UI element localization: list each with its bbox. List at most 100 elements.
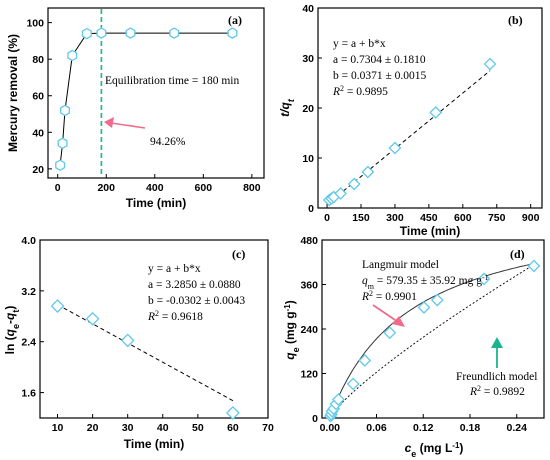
panel-c-ylabel-sub2: t bbox=[11, 310, 21, 313]
panel-b-xtick-label: 0 bbox=[324, 212, 330, 224]
panel-a: (a) Time (min) Mercury removal (%) 0 200 4… bbox=[6, 7, 265, 210]
panel-d: (d) ce (mg L-1) qe (mg g-1) 0.00 0.06 0.12… bbox=[283, 235, 545, 459]
pointer-value-label: 94.26% bbox=[150, 136, 186, 148]
panel-d-xtick-label: 0.24 bbox=[507, 422, 528, 434]
panel-d-ylabel-unit: (mg g bbox=[283, 311, 297, 347]
langmuir-curve bbox=[329, 263, 534, 419]
panel-d-xlabel-sub: e bbox=[411, 449, 416, 459]
panel-d-xlabel-close: ) bbox=[459, 441, 463, 455]
panel-d-ylabel-main: q bbox=[283, 352, 297, 360]
panel-d-xtick-label: 0.12 bbox=[413, 422, 434, 434]
panel-b-equation: y = a + b*x bbox=[333, 38, 386, 50]
panel-c-ytick-label: 1.6 bbox=[21, 388, 36, 400]
panel-b-xlabel: Time (min) bbox=[400, 224, 460, 238]
panel-b-xtick-label: 900 bbox=[522, 212, 540, 224]
panel-b-ytick-label: 40 bbox=[302, 3, 314, 15]
pointer-arrow-head bbox=[104, 117, 114, 128]
panel-a-ylabel: Mercury removal (%) bbox=[6, 34, 20, 152]
langmuir-r2: R2 = 0.9901 bbox=[361, 289, 417, 304]
freundlich-label: Freundlich model bbox=[456, 371, 537, 383]
panel-d-ylabel: qe (mg g-1) bbox=[283, 300, 302, 359]
panel-d-point bbox=[358, 354, 372, 367]
panel-c-xtick-label: 60 bbox=[227, 422, 239, 434]
panel-b-xtick-label: 150 bbox=[352, 212, 370, 224]
panel-c-ylabel-suffix: ) bbox=[3, 306, 17, 310]
panel-b-b-value: b = 0.0371 ± 0.0015 bbox=[333, 70, 427, 82]
freundlich-arrow-head bbox=[491, 337, 503, 348]
panel-d-ytick-label: 0 bbox=[312, 413, 318, 425]
panel-c: (c) Time (min) ln (qe-qt) 10 20 30 40 50 60 70… bbox=[3, 235, 274, 451]
panel-b-ylabel-sub: t bbox=[286, 98, 296, 102]
panel-b-ytick-label: 30 bbox=[302, 53, 314, 65]
panel-b-a-value: a = 0.7304 ± 0.1810 bbox=[333, 54, 426, 66]
panel-d-point bbox=[430, 293, 444, 307]
panel-b-point bbox=[429, 106, 443, 119]
removal-point bbox=[227, 27, 238, 39]
panel-b-label: (b) bbox=[508, 13, 523, 27]
removal-point bbox=[57, 137, 68, 150]
panel-c-fit-line bbox=[57, 304, 234, 402]
panel-c-point bbox=[85, 311, 100, 326]
panel-d-ytick-label: 240 bbox=[300, 324, 318, 336]
panel-b-point bbox=[361, 165, 375, 179]
panel-a-ytick-label: 100 bbox=[26, 18, 44, 30]
panel-b-ylabel-main: t/q bbox=[278, 102, 292, 117]
panel-b-ytick-label: 0 bbox=[308, 203, 314, 215]
panel-a-ytick-label: 60 bbox=[32, 91, 44, 103]
panel-c-xtick-label: 70 bbox=[262, 422, 274, 434]
panel-c-ylabel-mid: - bbox=[3, 320, 17, 324]
panel-d-label: (d) bbox=[510, 247, 525, 261]
panel-d-point bbox=[417, 301, 431, 314]
panel-a-xlabel: Time (min) bbox=[126, 196, 186, 210]
removal-point bbox=[96, 27, 107, 39]
panel-c-ylabel-q1: q bbox=[3, 328, 17, 336]
panel-d-xlabel: ce (mg L-1) bbox=[405, 441, 464, 460]
panel-c-ytick-label: 3.2 bbox=[21, 286, 36, 298]
panel-b-point bbox=[483, 57, 497, 71]
panel-c-ytick-label: 2.4 bbox=[21, 337, 36, 349]
panel-c-b-value: b = -0.0302 ± 0.0043 bbox=[148, 295, 245, 307]
panel-c-point bbox=[120, 333, 135, 348]
panel-c-ylabel: ln (qe-qt) bbox=[3, 306, 21, 355]
panel-a-xtick-label: 800 bbox=[243, 182, 261, 194]
panel-c-frame bbox=[39, 239, 269, 419]
panel-a-xtick-label: 0 bbox=[55, 182, 61, 194]
panel-d-ylabel-sup: -1 bbox=[283, 304, 292, 312]
panel-d-xtick-label: 0.18 bbox=[460, 422, 481, 434]
langmuir-qm-sup: -1 bbox=[482, 273, 489, 282]
removal-point bbox=[169, 27, 180, 39]
panel-d-point bbox=[477, 272, 491, 286]
panel-c-ytick-label: 4.0 bbox=[21, 235, 36, 247]
removal-point bbox=[55, 159, 66, 171]
panel-b-xtick-label: 600 bbox=[454, 212, 472, 224]
panel-c-label: (c) bbox=[232, 247, 245, 261]
panel-c-xtick-label: 30 bbox=[122, 422, 134, 434]
percent-pointer bbox=[104, 117, 146, 129]
panel-a-xtick-label: 400 bbox=[146, 182, 164, 194]
panel-a-xtick-label: 600 bbox=[195, 182, 213, 194]
panel-a-xtick-label: 200 bbox=[97, 182, 115, 194]
panel-d-ytick-label: 360 bbox=[300, 280, 318, 292]
panel-a-ytick-label: 40 bbox=[32, 127, 44, 139]
panel-a-label: (a) bbox=[228, 13, 242, 27]
langmuir-arrow-head bbox=[392, 316, 405, 327]
langmuir-arrow-shaft bbox=[372, 304, 399, 323]
panel-d-point bbox=[346, 377, 360, 391]
panel-d-ytick-label: 480 bbox=[300, 235, 318, 247]
equilibration-label: Equilibration time = 180 min bbox=[105, 75, 239, 87]
panel-c-ylabel-prefix: ln ( bbox=[3, 336, 17, 354]
panel-b-ytick-label: 20 bbox=[302, 103, 314, 115]
panel-c-xtick-label: 50 bbox=[192, 422, 204, 434]
pointer-arrow-shaft bbox=[110, 122, 146, 129]
panel-b-ytick-label: 10 bbox=[302, 153, 314, 165]
panel-b-point bbox=[334, 187, 348, 200]
panel-d-ylabel-close: ) bbox=[283, 300, 297, 304]
panel-a-frame bbox=[47, 7, 265, 179]
removal-point bbox=[125, 27, 136, 39]
panel-b-point bbox=[347, 177, 361, 191]
panel-c-point bbox=[225, 405, 240, 420]
panel-c-xtick-label: 40 bbox=[157, 422, 169, 434]
panel-d-ytick-label: 120 bbox=[300, 369, 318, 381]
panel-b-r2-value: = 0.9895 bbox=[344, 86, 388, 98]
langmuir-qm: qm = 579.35 ± 35.92 mg g-1 bbox=[362, 273, 489, 291]
